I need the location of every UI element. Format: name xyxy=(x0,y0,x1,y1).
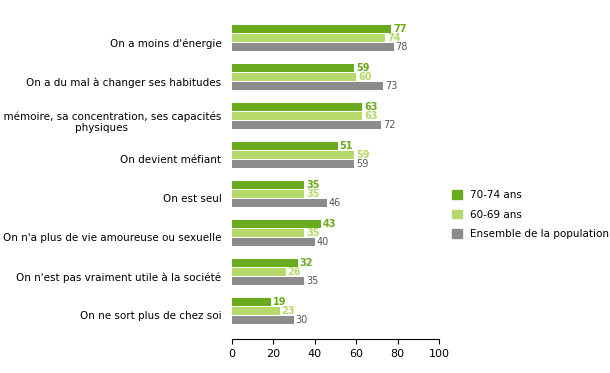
Bar xyxy=(232,64,354,72)
Bar xyxy=(232,268,285,276)
Text: 72: 72 xyxy=(383,120,395,130)
Text: 59: 59 xyxy=(356,150,369,160)
Text: 63: 63 xyxy=(364,102,378,112)
Bar xyxy=(232,151,354,159)
Bar xyxy=(232,259,298,267)
Text: 59: 59 xyxy=(356,63,369,73)
Text: 35: 35 xyxy=(306,276,318,286)
Bar xyxy=(232,112,362,120)
Bar xyxy=(232,298,271,306)
Bar xyxy=(232,160,354,168)
Text: 35: 35 xyxy=(306,228,320,238)
Bar xyxy=(232,73,356,81)
Text: 23: 23 xyxy=(281,306,295,316)
Text: 35: 35 xyxy=(306,189,320,199)
Text: 51: 51 xyxy=(339,141,353,151)
Bar xyxy=(232,25,392,34)
Text: 46: 46 xyxy=(329,198,341,208)
Text: 43: 43 xyxy=(323,219,336,229)
Text: 40: 40 xyxy=(317,237,329,247)
Bar xyxy=(232,238,315,246)
Bar xyxy=(232,43,393,51)
Bar xyxy=(232,229,304,237)
Text: 60: 60 xyxy=(358,72,371,82)
Bar xyxy=(232,190,304,198)
Bar xyxy=(232,199,327,207)
Bar xyxy=(232,121,381,129)
Bar xyxy=(232,277,304,285)
Bar xyxy=(232,316,294,324)
Text: 19: 19 xyxy=(273,297,286,307)
Bar xyxy=(232,82,383,90)
Legend: 70-74 ans, 60-69 ans, Ensemble de la population: 70-74 ans, 60-69 ans, Ensemble de la pop… xyxy=(448,187,610,242)
Text: 26: 26 xyxy=(287,267,301,277)
Bar xyxy=(232,220,321,228)
Bar xyxy=(232,34,386,43)
Text: 77: 77 xyxy=(393,24,407,34)
Text: 30: 30 xyxy=(296,315,308,325)
Text: 74: 74 xyxy=(387,33,400,43)
Bar xyxy=(232,181,304,189)
Text: 35: 35 xyxy=(306,180,320,190)
Bar xyxy=(232,142,337,150)
Text: 78: 78 xyxy=(395,42,407,52)
Bar xyxy=(232,103,362,112)
Text: 32: 32 xyxy=(300,258,314,268)
Bar xyxy=(232,307,279,315)
Text: 73: 73 xyxy=(385,81,397,91)
Text: 59: 59 xyxy=(356,159,368,169)
Text: 63: 63 xyxy=(364,111,378,121)
